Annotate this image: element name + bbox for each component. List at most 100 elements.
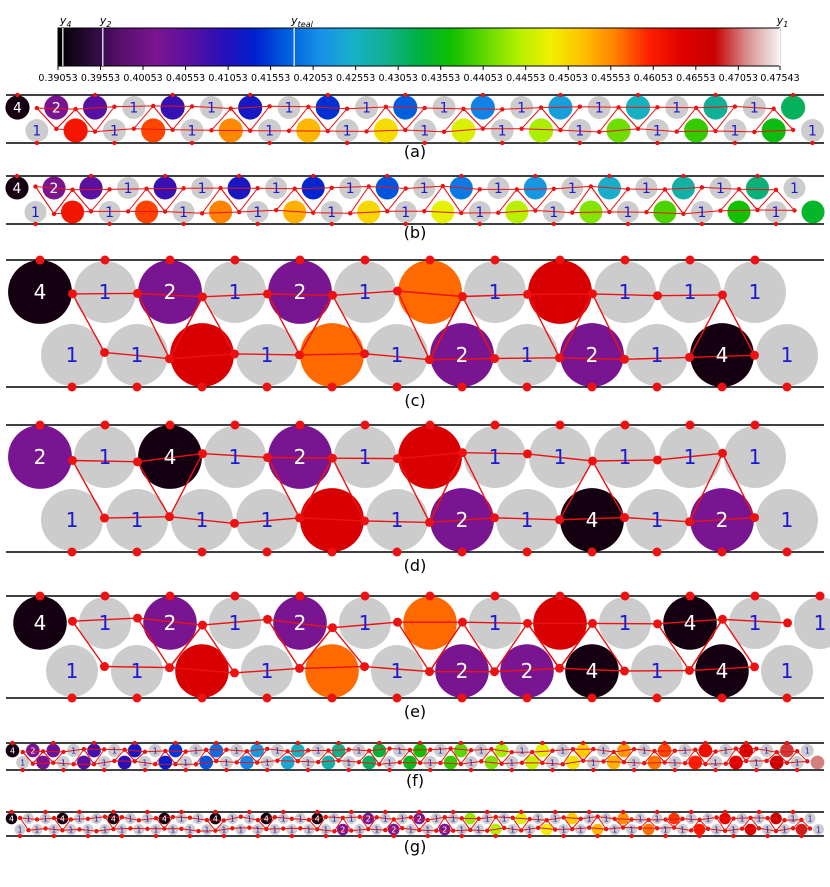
junction-node xyxy=(750,513,759,523)
wall-node xyxy=(197,382,207,392)
disc-label: 1 xyxy=(619,445,632,469)
disc-label: 1 xyxy=(34,825,39,834)
disc-label: 1 xyxy=(183,758,188,767)
colored-disc xyxy=(209,743,224,758)
grey-disc xyxy=(546,756,560,769)
grey-disc xyxy=(794,597,830,649)
disc-label: 1 xyxy=(642,746,647,755)
grey-disc xyxy=(141,813,153,824)
wall-node xyxy=(262,547,272,557)
panel-g: 4111114111114111114111114111114111114112… xyxy=(5,809,824,856)
wall-node xyxy=(173,740,178,746)
grey-disc xyxy=(252,824,264,835)
grey-disc xyxy=(394,201,417,223)
wall-node xyxy=(183,767,188,773)
junction-node xyxy=(366,184,371,189)
disc-label: 4 xyxy=(13,101,22,117)
wall-node xyxy=(34,140,40,146)
junction-node xyxy=(54,126,59,132)
wall-node xyxy=(790,92,796,98)
junction-node xyxy=(374,815,379,820)
junction-node xyxy=(340,815,345,821)
colorbar-tick-label: 0.46053 xyxy=(634,73,673,84)
disc-label: 2 xyxy=(30,746,35,755)
disc-label: 1 xyxy=(716,181,725,197)
wall-node xyxy=(577,140,583,146)
panels: 4121111111111111111111(a)412111111111111… xyxy=(5,92,830,856)
wall-node xyxy=(587,547,597,557)
colorbar-tick-label: 0.45553 xyxy=(591,73,630,84)
disc-label: 1 xyxy=(578,825,583,834)
colorbar-tick-label: 0.40053 xyxy=(123,73,162,84)
junction-node xyxy=(377,762,382,767)
junction-node xyxy=(468,748,474,753)
grey-disc xyxy=(260,756,274,769)
wall-node xyxy=(360,255,370,265)
panel-caption: (f) xyxy=(406,771,424,790)
junction-node xyxy=(510,815,515,821)
grey-disc xyxy=(106,489,168,551)
junction-node xyxy=(71,761,76,767)
colored-disc xyxy=(576,743,590,758)
wall-node xyxy=(490,420,500,430)
disc-label: 1 xyxy=(198,181,207,197)
disc-label: 4 xyxy=(264,814,269,823)
edge-chain xyxy=(71,460,106,519)
colored-disc xyxy=(781,95,806,120)
disc-label: 1 xyxy=(179,205,188,221)
wall-node xyxy=(551,221,557,227)
junction-node xyxy=(476,816,481,821)
disc-label: 1 xyxy=(730,124,739,140)
panel-c: 4 1 2 1 2 1 1 1 1 1 1 1 1 1 2 1 2 1 4 1 (c) xyxy=(6,255,824,410)
disc-label: 1 xyxy=(816,825,821,834)
junction-node xyxy=(133,288,142,298)
disc-label: 1 xyxy=(261,659,274,683)
junction-node xyxy=(685,517,694,527)
wall-node xyxy=(9,809,14,815)
grey-disc xyxy=(432,96,456,119)
junction-node xyxy=(281,826,286,831)
wall-node xyxy=(743,740,749,746)
network-nodes xyxy=(14,173,797,227)
junction-node xyxy=(244,749,250,754)
grey-disc xyxy=(303,824,315,835)
colored-disc xyxy=(296,118,321,143)
disc-label: 2 xyxy=(366,814,371,823)
disc-label: 4 xyxy=(60,814,65,823)
junction-node xyxy=(718,290,727,300)
junction-node xyxy=(40,749,46,754)
disc-label: 1 xyxy=(554,445,567,469)
disc-label: 1 xyxy=(713,758,718,767)
junction-node xyxy=(332,829,337,834)
junction-node xyxy=(199,211,205,216)
junction-node xyxy=(722,828,728,834)
junction-node xyxy=(203,747,209,753)
junction-node xyxy=(122,747,127,752)
panel-caption: (b) xyxy=(404,223,427,242)
wall-node xyxy=(35,420,45,430)
junction-node xyxy=(198,449,207,459)
colored-disc xyxy=(268,260,332,324)
disc-label: 1 xyxy=(261,343,274,367)
disc-label: 1 xyxy=(689,814,694,823)
junction-node xyxy=(364,129,369,134)
wall-node xyxy=(522,382,532,392)
junction-node xyxy=(403,127,408,133)
disc-label: 1 xyxy=(346,758,351,767)
wall-node xyxy=(67,547,77,557)
disc-label: 4 xyxy=(213,814,218,823)
wall-node xyxy=(625,221,631,227)
edge-chain xyxy=(72,617,788,629)
disc-label: 1 xyxy=(129,101,138,117)
disc-label: 1 xyxy=(420,181,429,197)
wall-node xyxy=(499,740,504,746)
disc-label: 4 xyxy=(586,508,599,532)
junction-node xyxy=(165,663,174,673)
wall-node xyxy=(750,420,760,430)
junction-node xyxy=(383,104,389,110)
disc-label: 1 xyxy=(781,508,794,532)
disc-label: 1 xyxy=(234,746,239,755)
disc-label: 1 xyxy=(145,814,150,823)
disc-label: 1 xyxy=(619,280,632,304)
disc-label: 1 xyxy=(305,758,310,767)
